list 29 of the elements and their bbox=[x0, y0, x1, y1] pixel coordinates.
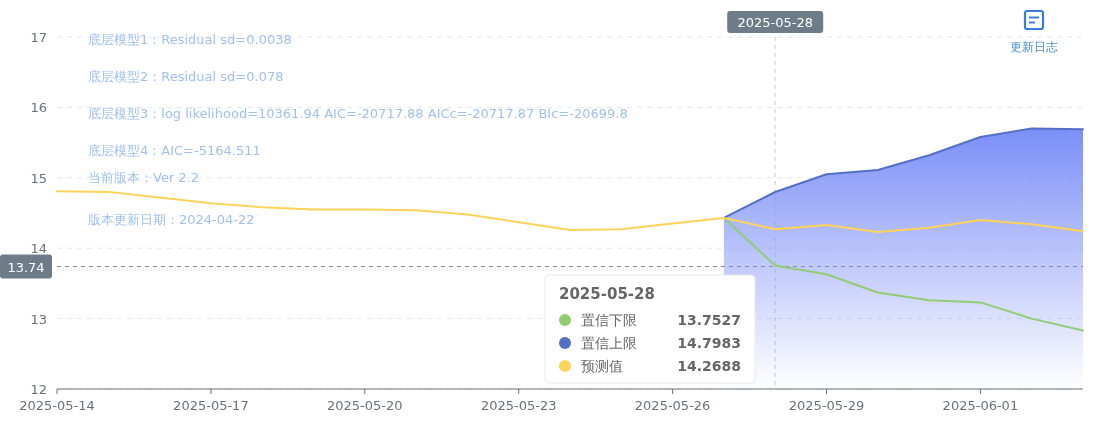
ref-line-label: 13.74 bbox=[7, 259, 45, 275]
annotation: 底层模型2：Residual sd=0.078 bbox=[88, 69, 284, 84]
annotation: 更新日志 bbox=[1010, 40, 1058, 54]
x-tick-label: 2025-05-17 bbox=[173, 398, 249, 413]
y-tick-label: 13 bbox=[30, 311, 47, 327]
x-tick-label: 2025-05-23 bbox=[480, 398, 557, 413]
y-tick-label: 14 bbox=[30, 241, 47, 257]
annotation: 14.2688 bbox=[677, 358, 741, 374]
annotation: 14.7983 bbox=[677, 335, 741, 351]
y-tick-label: 12 bbox=[30, 382, 47, 397]
x-tick-label: 2025-05-14 bbox=[19, 398, 95, 413]
annotation: 13.7527 bbox=[677, 312, 741, 328]
annotation: 底层模型4：AIC=-5164.511 bbox=[88, 143, 261, 158]
ref-line-label: 2025-05-28 bbox=[737, 15, 813, 30]
legend-label: 置信上限 bbox=[581, 335, 637, 351]
annotation: 底层模型1：Residual sd=0.0038 bbox=[88, 32, 292, 47]
annotation: 底层模型3：log likelihood=10361.94 AIC=-20717.88 AICc=-20717.87 BIc=-20699.8 bbox=[88, 106, 628, 121]
annotation: 版本更新日期：2024-04-22 bbox=[88, 212, 255, 227]
x-tick-label: 2025-05-20 bbox=[327, 398, 403, 413]
y-tick-label: 16 bbox=[30, 100, 47, 116]
x-tick-label: 2025-05-29 bbox=[788, 398, 865, 413]
y-tick-label: 17 bbox=[30, 30, 47, 45]
legend-label: 置信下限 bbox=[581, 312, 637, 328]
legend-label: 预测值 bbox=[581, 358, 623, 374]
x-tick-label: 2025-06-01 bbox=[942, 398, 1019, 413]
x-tick-label: 2025-05-26 bbox=[634, 398, 711, 413]
annotation: 当前版本：Ver 2.2 bbox=[88, 170, 200, 185]
legend-title: 2025-05-28 bbox=[559, 285, 655, 303]
y-tick-label: 15 bbox=[30, 170, 47, 186]
